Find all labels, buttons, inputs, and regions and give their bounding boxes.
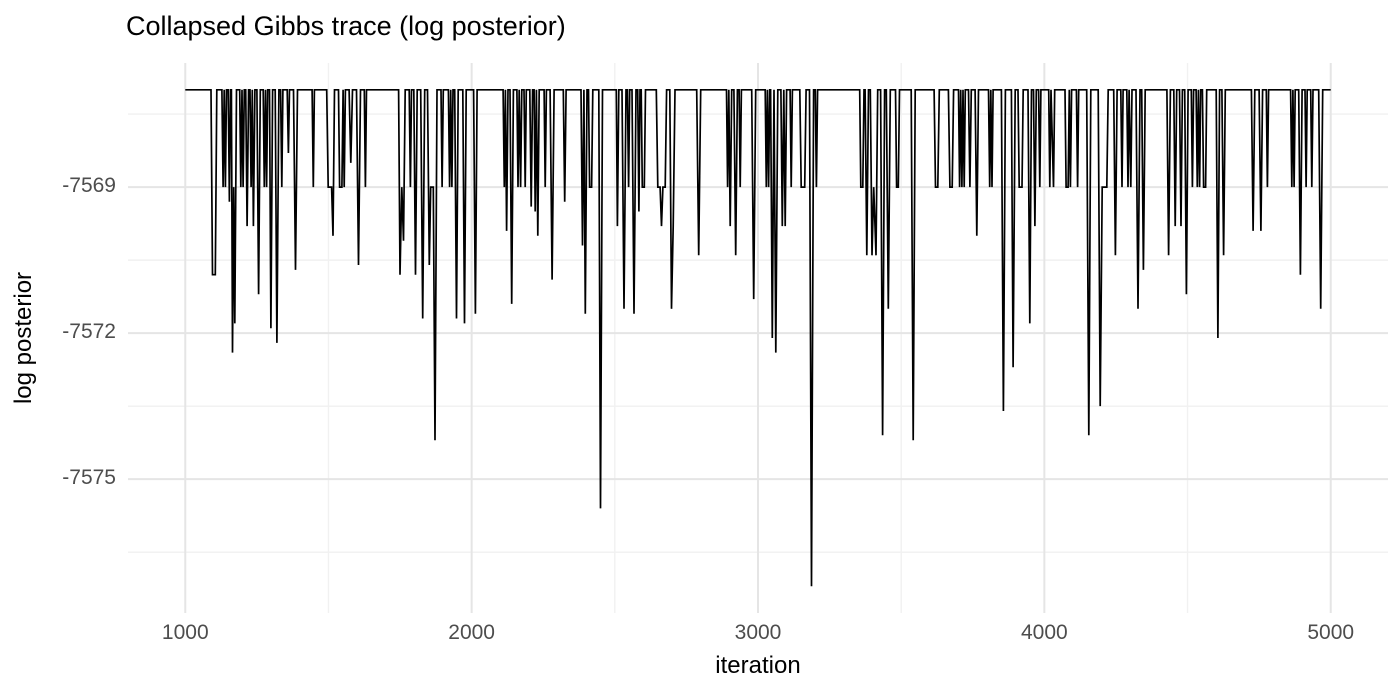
trace-line — [185, 88, 1331, 587]
y-tick-label: -7572 — [62, 320, 116, 344]
x-tick-label: 2000 — [448, 621, 495, 644]
chart-title: Collapsed Gibbs trace (log posterior) — [126, 11, 566, 41]
x-tick-label: 4000 — [1021, 621, 1068, 644]
x-tick-label: 1000 — [161, 621, 209, 644]
x-tick-label: 5000 — [1307, 621, 1355, 644]
x-tick-label: 3000 — [734, 621, 782, 644]
y-tick-label: -7575 — [62, 466, 116, 490]
y-tick-label: -7569 — [62, 174, 116, 198]
x-axis-title: iteration — [715, 652, 801, 679]
